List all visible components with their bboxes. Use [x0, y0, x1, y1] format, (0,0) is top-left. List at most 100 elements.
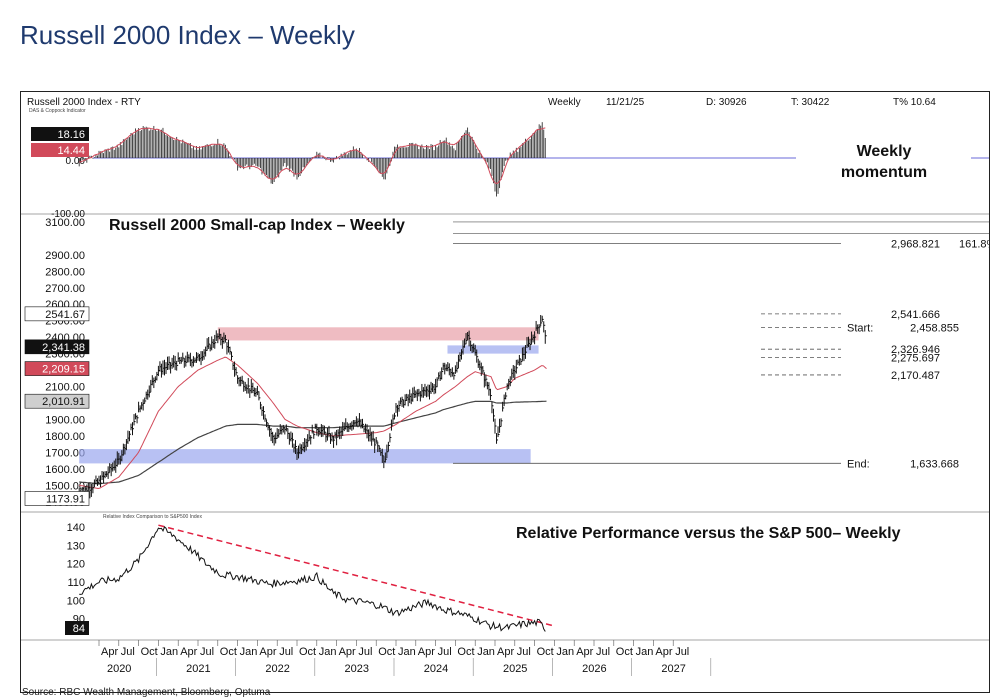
price-band	[217, 327, 539, 341]
x-month-label: Jul	[358, 646, 372, 658]
x-month-label: Apr	[339, 646, 356, 658]
x-year-label: 2022	[265, 663, 289, 675]
x-month-label: Jan	[160, 646, 178, 658]
momentum-min-label: -100.00	[51, 209, 85, 220]
relative-current-badge-text: 84	[73, 623, 85, 635]
momentum-zero-label: 0.00	[66, 156, 86, 167]
x-month-label: Oct	[141, 646, 158, 658]
x-month-label: Apr	[576, 646, 593, 658]
momentum-badge-black	[31, 127, 89, 141]
fib-value: 2,275.697	[891, 353, 940, 365]
price-badge	[24, 339, 90, 355]
header-period: Weekly	[548, 97, 581, 108]
fib-value: 2,170.487	[891, 370, 940, 382]
relative-y-tick: 110	[67, 577, 85, 589]
x-month-label: Oct	[378, 646, 395, 658]
x-month-label: Jul	[596, 646, 610, 658]
price-badge	[24, 361, 90, 376]
x-month-label: Jul	[200, 646, 214, 658]
relative-legend: Relative Index Comparison to S&P500 Inde…	[103, 514, 202, 520]
header-d-value: D: 30926	[706, 97, 747, 108]
relative-y-tick: 130	[67, 540, 85, 552]
price-badge-text: 2,010.91	[42, 396, 85, 408]
relative-y-tick: 120	[67, 559, 85, 571]
x-month-label: Jan	[477, 646, 495, 658]
x-month-label: Apr	[655, 646, 672, 658]
x-month-label: Oct	[537, 646, 554, 658]
x-month-label: Apr	[180, 646, 197, 658]
price-bands	[79, 327, 539, 464]
x-month-label: Jul	[517, 646, 531, 658]
chart-svg: Russell 2000 Index - RTY Weekly 11/21/25…	[21, 97, 997, 676]
fib-value: 2,458.855	[910, 322, 959, 334]
price-y-tick: 1800.00	[45, 431, 85, 443]
ma-dark-line	[79, 400, 547, 485]
relative-y-tick: 140	[67, 522, 85, 534]
x-month-label: Oct	[220, 646, 237, 658]
x-year-label: 2026	[582, 663, 606, 675]
chart-header: Russell 2000 Index - RTY Weekly 11/21/25…	[27, 97, 936, 108]
momentum-title-line1: Weekly	[857, 143, 912, 160]
source-note: Source: RBC Wealth Management, Bloomberg…	[22, 687, 271, 698]
relative-current-badge	[65, 621, 89, 635]
x-year-label: 2020	[107, 663, 131, 675]
price-panel-title: Russell 2000 Small-cap Index – Weekly	[109, 217, 405, 234]
x-month-label: Jul	[675, 646, 689, 658]
x-year-label: 2025	[503, 663, 527, 675]
price-y-tick: 2900.00	[45, 250, 85, 262]
x-year-label: 2021	[186, 663, 210, 675]
fib-value: 2,326.946	[891, 344, 940, 356]
momentum-badge-red	[31, 143, 89, 157]
fib-extra: 161.8%	[959, 239, 989, 251]
fib-label-prefix: End:	[847, 458, 870, 470]
x-month-label: Jan	[319, 646, 337, 658]
header-t-pct: T% 10.64	[893, 97, 936, 108]
momentum-title-line2: momentum	[841, 164, 927, 181]
price-y-tick: 1700.00	[45, 447, 85, 459]
x-month-label: Apr	[259, 646, 276, 658]
x-month-label: Jul	[438, 646, 452, 658]
price-badge-text: 2,341.38	[42, 342, 85, 354]
x-month-label: Jan	[398, 646, 416, 658]
x-axis: Apr Jul Oct Jan Apr Jul Oct Jan Apr Jul Oct Jan Apr J…	[98, 640, 712, 676]
x-month-label: Jan	[240, 646, 258, 658]
x-year-label: 2024	[424, 663, 448, 675]
fib-value: 2,541.666	[891, 309, 940, 321]
momentum-badge-black-text: 18.16	[57, 129, 85, 141]
price-badge	[24, 393, 90, 409]
relative-line	[79, 526, 546, 632]
price-badge-text: 1173.91	[46, 493, 85, 505]
price-band	[79, 449, 531, 464]
momentum-panel: DAS & Coppock Indicator 18.16 14.44 0.00…	[29, 108, 989, 220]
price-y-tick: 2100.00	[45, 382, 85, 394]
price-y-tick: 2800.00	[45, 266, 85, 278]
relative-panel: Relative Index Comparison to S&P500 Inde…	[65, 514, 901, 635]
chart-frame: Russell 2000 Index - RTY Weekly 11/21/25…	[20, 91, 997, 693]
price-badge	[24, 306, 90, 322]
fib-label-prefix: Start:	[847, 322, 873, 334]
header-t-value: T: 30422	[791, 97, 830, 108]
price-band	[447, 345, 539, 354]
price-badge-text: 2541.67	[45, 309, 85, 321]
price-y-tick: 1600.00	[45, 464, 85, 476]
x-month-label: Jul	[279, 646, 293, 658]
momentum-legend: DAS & Coppock Indicator	[29, 108, 86, 114]
fib-value: 1,633.668	[910, 458, 959, 470]
price-badge-text: 2,209.15	[42, 364, 85, 376]
fib-value: 2,968.821	[891, 239, 940, 251]
page-title: Russell 2000 Index – Weekly	[20, 20, 355, 50]
price-panel: 3100.002900.002800.002700.002600.002500.…	[24, 217, 997, 509]
header-date: 11/21/25	[606, 97, 645, 108]
momentum-signal-line	[79, 127, 546, 184]
price-badges: 2541.67 2,341.38 2,209.15 2,010.91 1173.91	[24, 306, 90, 506]
x-month-label: Oct	[616, 646, 633, 658]
price-badge	[24, 491, 90, 506]
relative-y-tick: 100	[67, 595, 85, 607]
price-y-tick: 1900.00	[45, 414, 85, 426]
x-month-label: Jan	[556, 646, 574, 658]
relative-trendline	[158, 524, 555, 627]
x-month-label: Apr	[101, 646, 118, 658]
price-y-tick: 2700.00	[45, 283, 85, 295]
x-year-label: 2027	[661, 663, 685, 675]
